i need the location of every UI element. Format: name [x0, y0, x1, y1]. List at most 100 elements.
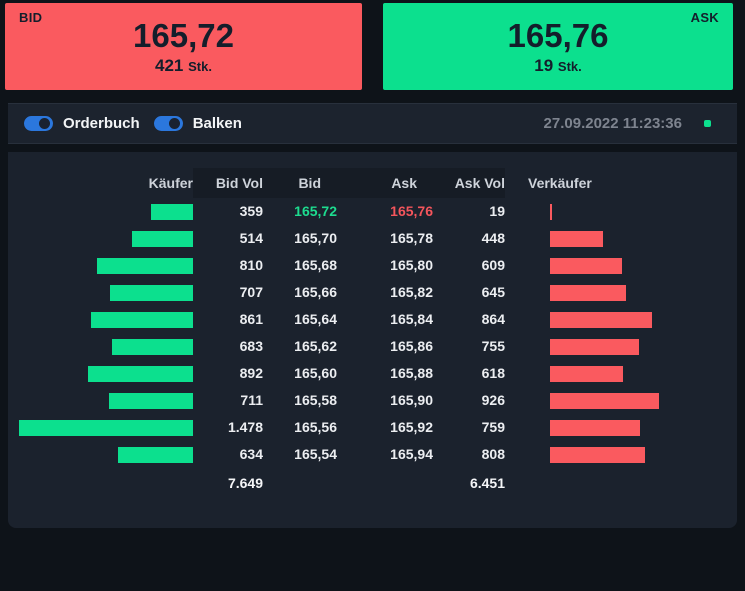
buyer-volume-bar	[19, 419, 193, 436]
orderbook-row[interactable]: 707 165,66 165,82 645	[8, 279, 737, 306]
seller-volume-bar	[550, 203, 552, 220]
orderbook-header-row: Käufer Bid Vol Bid Ask Ask Vol Verkäufer	[8, 168, 737, 198]
header-bid[interactable]: Bid	[263, 168, 337, 198]
bid-vol-cell: 359	[239, 203, 263, 219]
ask-price-cell[interactable]: 165,82	[390, 284, 433, 300]
ask-size: 19 Stk.	[534, 56, 582, 76]
ask-vol-cell: 808	[481, 446, 505, 462]
seller-volume-bar	[550, 365, 623, 382]
seller-volume-bar	[550, 446, 645, 463]
toolbar-right: 27.09.2022 11:23:36	[544, 115, 711, 132]
bid-vol-cell: 514	[239, 230, 263, 246]
bid-price-cell[interactable]: 165,54	[294, 446, 337, 462]
buyer-volume-bar	[109, 392, 193, 409]
bid-price-cell[interactable]: 165,70	[294, 230, 337, 246]
seller-bar-cell	[505, 198, 737, 225]
orderbuch-toggle[interactable]: Orderbuch	[24, 115, 140, 132]
orderbook-row[interactable]: 711 165,58 165,90 926	[8, 387, 737, 414]
bid-price-cell[interactable]: 165,66	[294, 284, 337, 300]
seller-volume-bar	[550, 230, 603, 247]
ask-vol-cell: 618	[481, 365, 505, 381]
bid-price-cell[interactable]: 165,64	[294, 311, 337, 327]
header-bid-vol[interactable]: Bid Vol	[193, 168, 263, 198]
seller-bar-cell	[505, 414, 737, 441]
ask-vol-cell: 645	[481, 284, 505, 300]
buyer-volume-bar	[110, 284, 193, 301]
header-ask-vol[interactable]: Ask Vol	[433, 168, 505, 198]
orderbook-totals-row: 7.649 6.451	[8, 470, 737, 497]
bid-price-cell[interactable]: 165,58	[294, 392, 337, 408]
bid-price-cell[interactable]: 165,68	[294, 257, 337, 273]
bid-vol-cell: 861	[239, 311, 263, 327]
buyer-bar-cell	[8, 333, 193, 360]
bid-vol-cell: 707	[239, 284, 263, 300]
toggle-group: Orderbuch Balken	[24, 115, 242, 132]
seller-volume-bar	[550, 257, 622, 274]
buyer-volume-bar	[91, 311, 193, 328]
ask-price-cell[interactable]: 165,88	[390, 365, 433, 381]
balken-toggle-label: Balken	[192, 115, 242, 132]
bid-price-cell[interactable]: 165,62	[294, 338, 337, 354]
balken-switch-icon[interactable]	[153, 116, 183, 131]
ask-price: 165,76	[507, 16, 609, 54]
bid-price-cell[interactable]: 165,72	[294, 203, 337, 219]
orderbook-row[interactable]: 683 165,62 165,86 755	[8, 333, 737, 360]
ask-vol-cell: 448	[481, 230, 505, 246]
orderbuch-toggle-label: Orderbuch	[63, 115, 140, 132]
orderbook-row[interactable]: 514 165,70 165,78 448	[8, 225, 737, 252]
balken-toggle[interactable]: Balken	[153, 115, 242, 132]
orderbook-panel: Käufer Bid Vol Bid Ask Ask Vol Verkäufer…	[8, 152, 737, 528]
header-ask[interactable]: Ask	[337, 168, 433, 198]
orderbook-rows: 359 165,72 165,76 19 514 165,70 165,78 4…	[8, 198, 737, 468]
ask-vol-cell: 755	[481, 338, 505, 354]
ask-price-cell[interactable]: 165,94	[390, 446, 433, 462]
seller-bar-cell	[505, 306, 737, 333]
ask-label: ASK	[690, 10, 719, 25]
total-bid-vol: 7.649	[227, 475, 263, 491]
buyer-volume-bar	[97, 257, 193, 274]
seller-volume-bar	[550, 392, 659, 409]
ask-vol-cell: 864	[481, 311, 505, 327]
orderbook-row[interactable]: 892 165,60 165,88 618	[8, 360, 737, 387]
total-ask-vol: 6.451	[469, 475, 505, 491]
ask-price-cell[interactable]: 165,76	[390, 203, 433, 219]
bid-size-value: 421	[155, 55, 184, 75]
ask-price-cell[interactable]: 165,80	[390, 257, 433, 273]
bid-vol-cell: 683	[239, 338, 263, 354]
orderbook-row[interactable]: 810 165,68 165,80 609	[8, 252, 737, 279]
bid-vol-cell: 711	[240, 392, 263, 408]
bid-price-cell[interactable]: 165,56	[294, 419, 337, 435]
ask-price-cell[interactable]: 165,86	[390, 338, 433, 354]
header-verkaeufer[interactable]: Verkäufer	[528, 175, 592, 191]
orderbook-toolbar: Orderbuch Balken 27.09.2022 11:23:36	[8, 103, 737, 144]
seller-volume-bar	[550, 311, 652, 328]
orderbook-row[interactable]: 359 165,72 165,76 19	[8, 198, 737, 225]
ask-price-cell[interactable]: 165,84	[390, 311, 433, 327]
ask-size-value: 19	[534, 55, 554, 75]
orderbook-row[interactable]: 1.478 165,56 165,92 759	[8, 414, 737, 441]
bid-size-unit: Stk.	[188, 58, 212, 74]
seller-bar-cell	[505, 252, 737, 279]
bid-quote-box[interactable]: BID 165,72 421 Stk.	[5, 3, 362, 90]
ask-price-cell[interactable]: 165,90	[390, 392, 433, 408]
bid-price: 165,72	[133, 16, 234, 54]
buyer-volume-bar	[151, 203, 193, 220]
orderbuch-switch-icon[interactable]	[24, 116, 53, 131]
ask-quote-box[interactable]: ASK 165,76 19 Stk.	[383, 3, 733, 90]
buyer-bar-cell	[8, 198, 193, 225]
ask-size-unit: Stk.	[557, 58, 582, 74]
orderbook-row[interactable]: 634 165,54 165,94 808	[8, 441, 737, 468]
ask-price-cell[interactable]: 165,78	[390, 230, 433, 246]
seller-volume-bar	[550, 284, 626, 301]
seller-bar-cell	[505, 387, 737, 414]
orderbook-row[interactable]: 861 165,64 165,84 864	[8, 306, 737, 333]
buyer-bar-cell	[8, 306, 193, 333]
header-kaeufer[interactable]: Käufer	[148, 175, 193, 191]
ask-vol-cell: 759	[481, 419, 505, 435]
bid-price-cell[interactable]: 165,60	[294, 365, 337, 381]
ask-vol-cell: 609	[481, 257, 505, 273]
live-status-dot-icon	[704, 120, 711, 127]
ask-price-cell[interactable]: 165,92	[390, 419, 433, 435]
seller-volume-bar	[550, 419, 640, 436]
seller-bar-cell	[505, 225, 737, 252]
